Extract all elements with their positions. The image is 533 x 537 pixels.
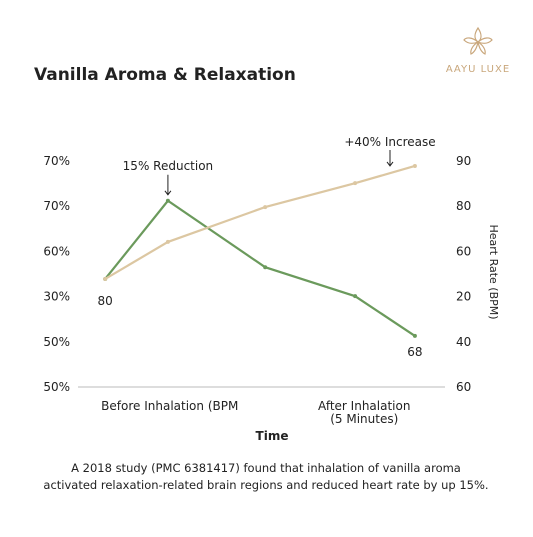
point — [353, 181, 358, 186]
point — [263, 265, 268, 270]
annotation-arrow — [164, 174, 172, 196]
x-tick-label: After Inhalation (5 Minutes) — [318, 399, 410, 426]
line-series — [104, 199, 416, 337]
point — [412, 333, 417, 338]
y2-tick-label: 80 — [456, 199, 471, 213]
point — [412, 163, 417, 168]
chart-title: Vanilla Aroma & Relaxation — [34, 65, 296, 85]
point — [353, 294, 358, 299]
point — [103, 276, 108, 281]
y2-tick-label: 40 — [456, 335, 471, 349]
y2-axis-label: Heart Rate (BPM) — [487, 224, 500, 319]
y-tick-label: 30% — [43, 290, 70, 304]
annotation: 68 — [407, 345, 422, 359]
point — [165, 239, 170, 244]
y-tick-label: 50% — [43, 335, 70, 349]
annotation: 80 — [98, 294, 113, 308]
y-tick-label: 70% — [43, 154, 70, 168]
y2-tick-label: 20 — [456, 290, 471, 304]
x-tick-label: Before Inhalation (BPM — [101, 399, 238, 413]
y2-tick-label: 60 — [456, 244, 471, 258]
point — [263, 205, 268, 210]
annotation-arrow — [386, 149, 394, 167]
brand-logo — [463, 26, 493, 55]
x-tick-label-line: After Inhalation — [318, 399, 410, 413]
brand-name: AAYU LUXE — [446, 64, 510, 75]
y-tick-label: 50% — [43, 380, 70, 394]
annotation: +40% Increase — [344, 135, 435, 149]
annotation: 15% Reduction — [123, 159, 213, 173]
caption: activated relaxation-related brain regio… — [43, 478, 488, 492]
y-tick-label: 70% — [43, 199, 70, 213]
y-tick-label: 60% — [43, 244, 70, 258]
y2-tick-label: 60 — [456, 380, 471, 394]
x-axis-label: Time — [256, 429, 289, 443]
point — [165, 198, 170, 203]
x-tick-label-line: (5 Minutes) — [330, 412, 398, 426]
x-tick-label-line: Before Inhalation (BPM — [101, 399, 238, 413]
caption: A 2018 study (PMC 6381417) found that in… — [71, 461, 461, 475]
y2-tick-label: 90 — [456, 154, 471, 168]
